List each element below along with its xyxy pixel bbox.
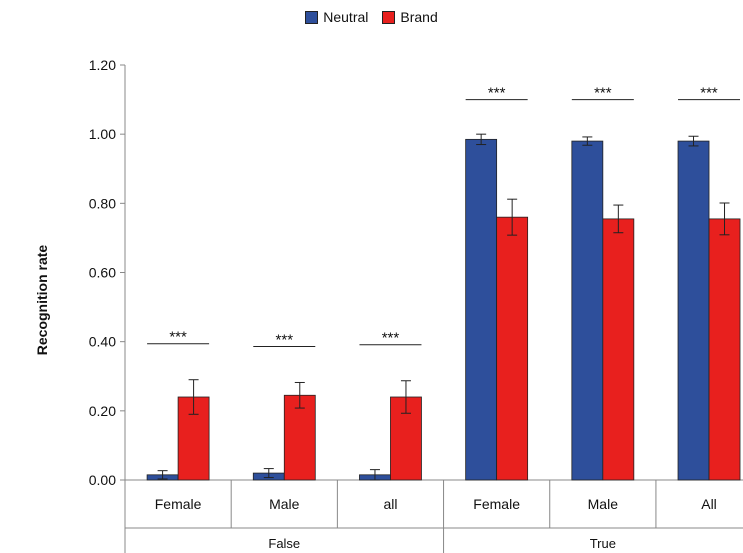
legend-item-neutral: Neutral xyxy=(305,9,368,25)
legend-label-brand: Brand xyxy=(400,9,438,25)
significance-label: *** xyxy=(169,329,187,346)
x-group-label: True xyxy=(590,536,616,551)
significance-label: *** xyxy=(594,85,612,102)
y-tick-label: 0.60 xyxy=(89,265,116,281)
x-category-label: Female xyxy=(473,496,520,512)
x-category-label: Female xyxy=(155,496,202,512)
y-tick-label: 0.40 xyxy=(89,334,116,350)
y-tick-label: 1.00 xyxy=(89,126,116,142)
y-tick-label: 0.00 xyxy=(89,472,116,488)
legend-swatch-neutral xyxy=(305,10,319,24)
legend-swatch-brand xyxy=(382,10,396,24)
x-category-label: all xyxy=(383,496,397,512)
bar-neutral xyxy=(465,138,498,481)
legend-label-neutral: Neutral xyxy=(323,9,369,25)
bar-brand xyxy=(602,218,635,481)
significance-label: *** xyxy=(382,330,400,347)
y-tick-label: 1.20 xyxy=(89,57,116,73)
y-tick-label: 0.80 xyxy=(89,195,116,211)
x-group-label: False xyxy=(268,536,300,551)
x-category-label: Male xyxy=(588,496,619,512)
y-tick-label: 0.20 xyxy=(89,403,116,419)
bar-brand xyxy=(496,216,529,481)
x-category-label: All xyxy=(701,496,717,512)
bar-brand xyxy=(708,218,741,481)
legend: Neutral Brand xyxy=(0,9,743,25)
x-category-label: Male xyxy=(269,496,300,512)
significance-label: *** xyxy=(276,331,294,348)
bar-neutral xyxy=(677,140,710,481)
significance-label: *** xyxy=(700,85,718,102)
bar-neutral xyxy=(571,140,604,481)
legend-item-brand: Brand xyxy=(382,9,438,25)
significance-label: *** xyxy=(488,85,506,102)
